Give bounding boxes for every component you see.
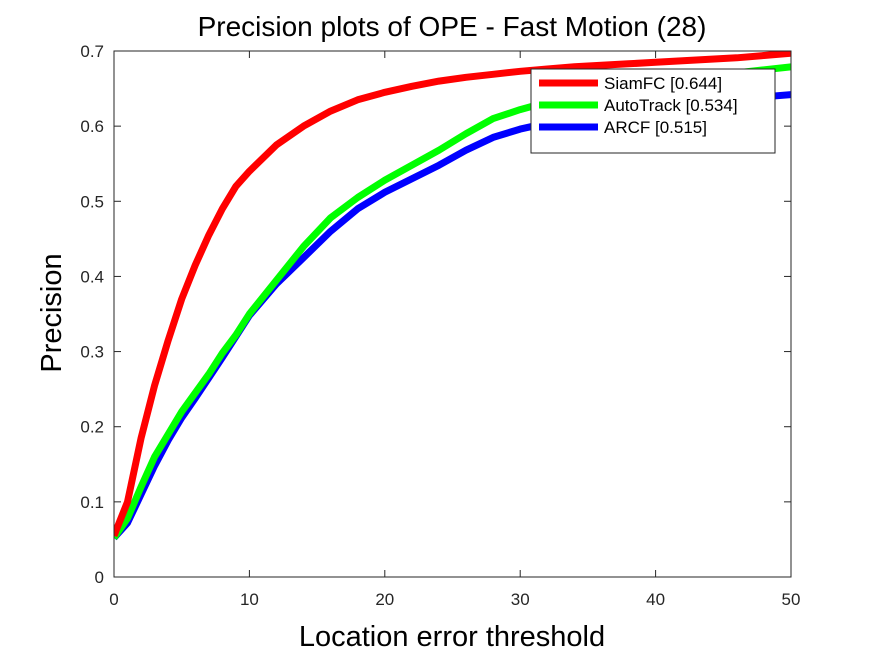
legend-entry: SiamFC [0.644]: [604, 74, 722, 93]
y-tick-label: 0.7: [80, 42, 104, 61]
y-tick-label: 0.1: [80, 493, 104, 512]
series-line-0: [114, 51, 791, 537]
y-axis-label: Precision: [36, 253, 68, 372]
legend-entry: ARCF [0.515]: [604, 118, 707, 137]
y-tick-label: 0.4: [80, 267, 104, 286]
axes-ticks: 0 10 20 30 40 50 0 0.1 0.2 0.3 0.4 0.5 0.6 0.7: [80, 42, 800, 609]
y-tick-label: 0.5: [80, 192, 104, 211]
legend: SiamFC [0.644] AutoTrack [0.534] ARCF [0.5…: [530, 68, 776, 154]
y-tick-label: 0.6: [80, 117, 104, 136]
x-tick-label: 20: [375, 590, 394, 609]
x-axis-label: Location error threshold: [299, 621, 605, 653]
x-tick-label: 40: [646, 590, 665, 609]
y-tick-label: 0.3: [80, 343, 104, 362]
y-tick-label: 0.2: [80, 418, 104, 437]
y-tick-label: 0: [95, 568, 104, 587]
legend-entry: AutoTrack [0.534]: [604, 96, 738, 115]
chart-title: Precision plots of OPE - Fast Motion (28…: [198, 11, 707, 42]
x-tick-label: 10: [240, 590, 259, 609]
x-tick-label: 50: [782, 590, 801, 609]
plot-frame: [113, 50, 792, 578]
x-tick-label: 0: [109, 590, 118, 609]
x-tick-label: 30: [511, 590, 530, 609]
